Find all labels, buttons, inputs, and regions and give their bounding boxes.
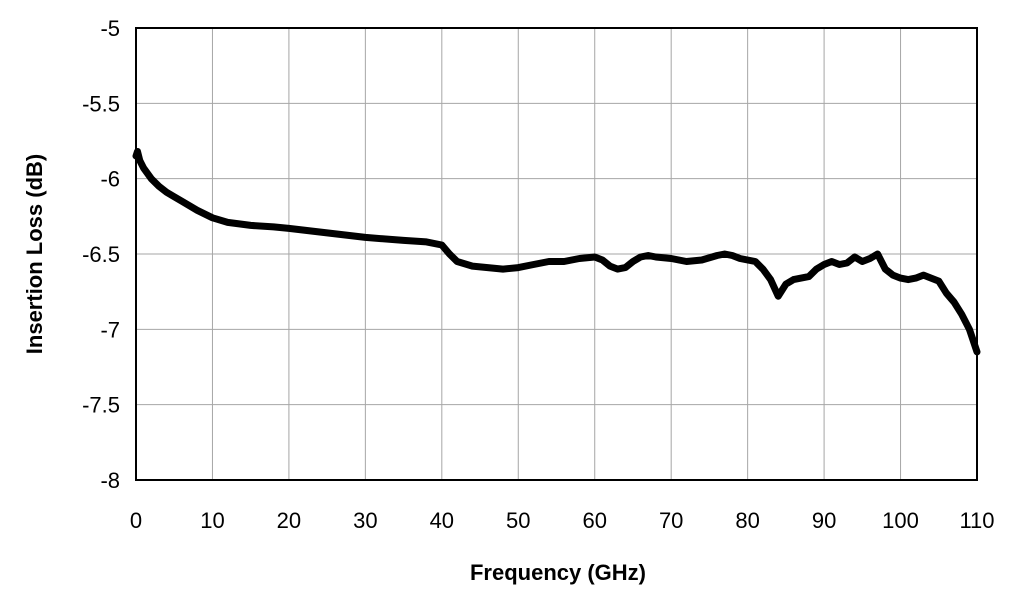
y-tick-label: -6 bbox=[100, 167, 120, 192]
series-layer bbox=[132, 148, 981, 356]
x-tick-label: 50 bbox=[506, 508, 530, 533]
y-tick-labels: -5 -5.5 -6 -6.5 -7 -7.5 -8 bbox=[82, 16, 120, 493]
x-tick-label: 60 bbox=[582, 508, 606, 533]
y-tick-label: -5 bbox=[100, 16, 120, 41]
x-tick-label: 100 bbox=[882, 508, 919, 533]
x-tick-label: 10 bbox=[200, 508, 224, 533]
x-tick-label: 70 bbox=[659, 508, 683, 533]
gridlines bbox=[135, 27, 978, 481]
x-tick-label: 0 bbox=[130, 508, 142, 533]
x-tick-label: 20 bbox=[277, 508, 301, 533]
x-tick-label: 90 bbox=[812, 508, 836, 533]
x-tick-label: 30 bbox=[353, 508, 377, 533]
x-tick-label: 40 bbox=[430, 508, 454, 533]
y-tick-label: -6.5 bbox=[82, 242, 120, 267]
y-tick-label: -5.5 bbox=[82, 91, 120, 116]
y-tick-label: -7 bbox=[100, 317, 120, 342]
plot-frame bbox=[135, 27, 978, 481]
x-tick-label: 110 bbox=[959, 508, 994, 533]
y-tick-label: -8 bbox=[100, 468, 120, 493]
x-axis-title: Frequency (GHz) bbox=[470, 560, 646, 585]
y-axis-title: Insertion Loss (dB) bbox=[22, 154, 47, 354]
insertion-loss-series-line bbox=[132, 148, 981, 356]
x-tick-labels: 0 10 20 30 40 50 60 70 80 90 100 110 bbox=[130, 508, 995, 533]
y-tick-label: -7.5 bbox=[82, 393, 120, 418]
x-tick-label: 80 bbox=[735, 508, 759, 533]
